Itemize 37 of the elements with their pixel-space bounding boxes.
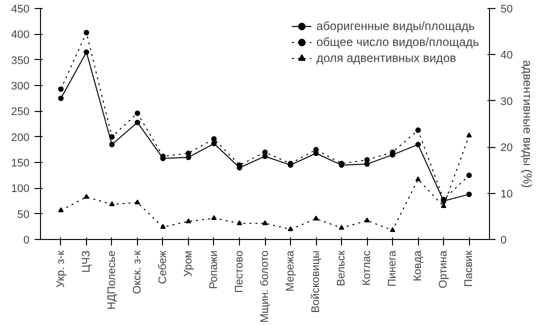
legend-label: аборигенные виды/площадь [316,18,475,34]
x-tick-label: Пинега [386,250,399,287]
y2-tick-label: 40 [500,50,513,62]
y-tick-label: 250 [11,106,30,118]
x-tick-label: Себеж [156,250,169,284]
y2-tick-label: 0 [500,234,507,246]
y-tick-label: 400 [11,29,30,42]
y2-tick-label: 10 [500,188,513,200]
legend-label: доля адвентивных видов [316,50,456,66]
x-tick-label: Ортина [438,250,450,288]
y-tick-label: 450 [11,4,30,16]
legend-label: общее число видов/площадь [316,34,479,50]
x-tick-label: Мщин. болото [259,250,271,323]
y2-tick-label: 20 [500,142,513,154]
x-tick-label: Укр. з-к [54,250,67,288]
x-tick-label: Пасвик [463,250,476,287]
x-tick-label: Котлас [361,250,374,286]
x-tick-label: Ропажи [208,250,220,290]
y2-tick-label: 30 [500,96,513,108]
y-tick-label: 150 [11,158,30,170]
y2-tick-label: 50 [500,4,513,16]
x-tick-label: НДПолесье [106,250,118,310]
x-tick-label: Пестово [233,250,246,293]
y-tick-label: 100 [11,183,30,196]
y-tick-label: 50 [17,208,30,221]
y-tick-label: 200 [11,132,30,144]
x-tick-label: Уром [182,250,194,277]
x-tick-label: ЦЧЗ [80,250,92,273]
y2-axis-title: адвентивные виды (%) [520,60,535,188]
y-tick-label: 0 [23,234,30,246]
x-tick-label: Вельск [336,250,348,286]
x-tick-label: Мережа [284,250,297,292]
x-tick-label: Ковда [412,250,424,282]
y-tick-label: 300 [11,80,30,92]
x-tick-label: Войсковицы [310,250,322,313]
x-tick-label: Окск. з-к [131,250,144,294]
y-tick-label: 350 [11,54,30,67]
